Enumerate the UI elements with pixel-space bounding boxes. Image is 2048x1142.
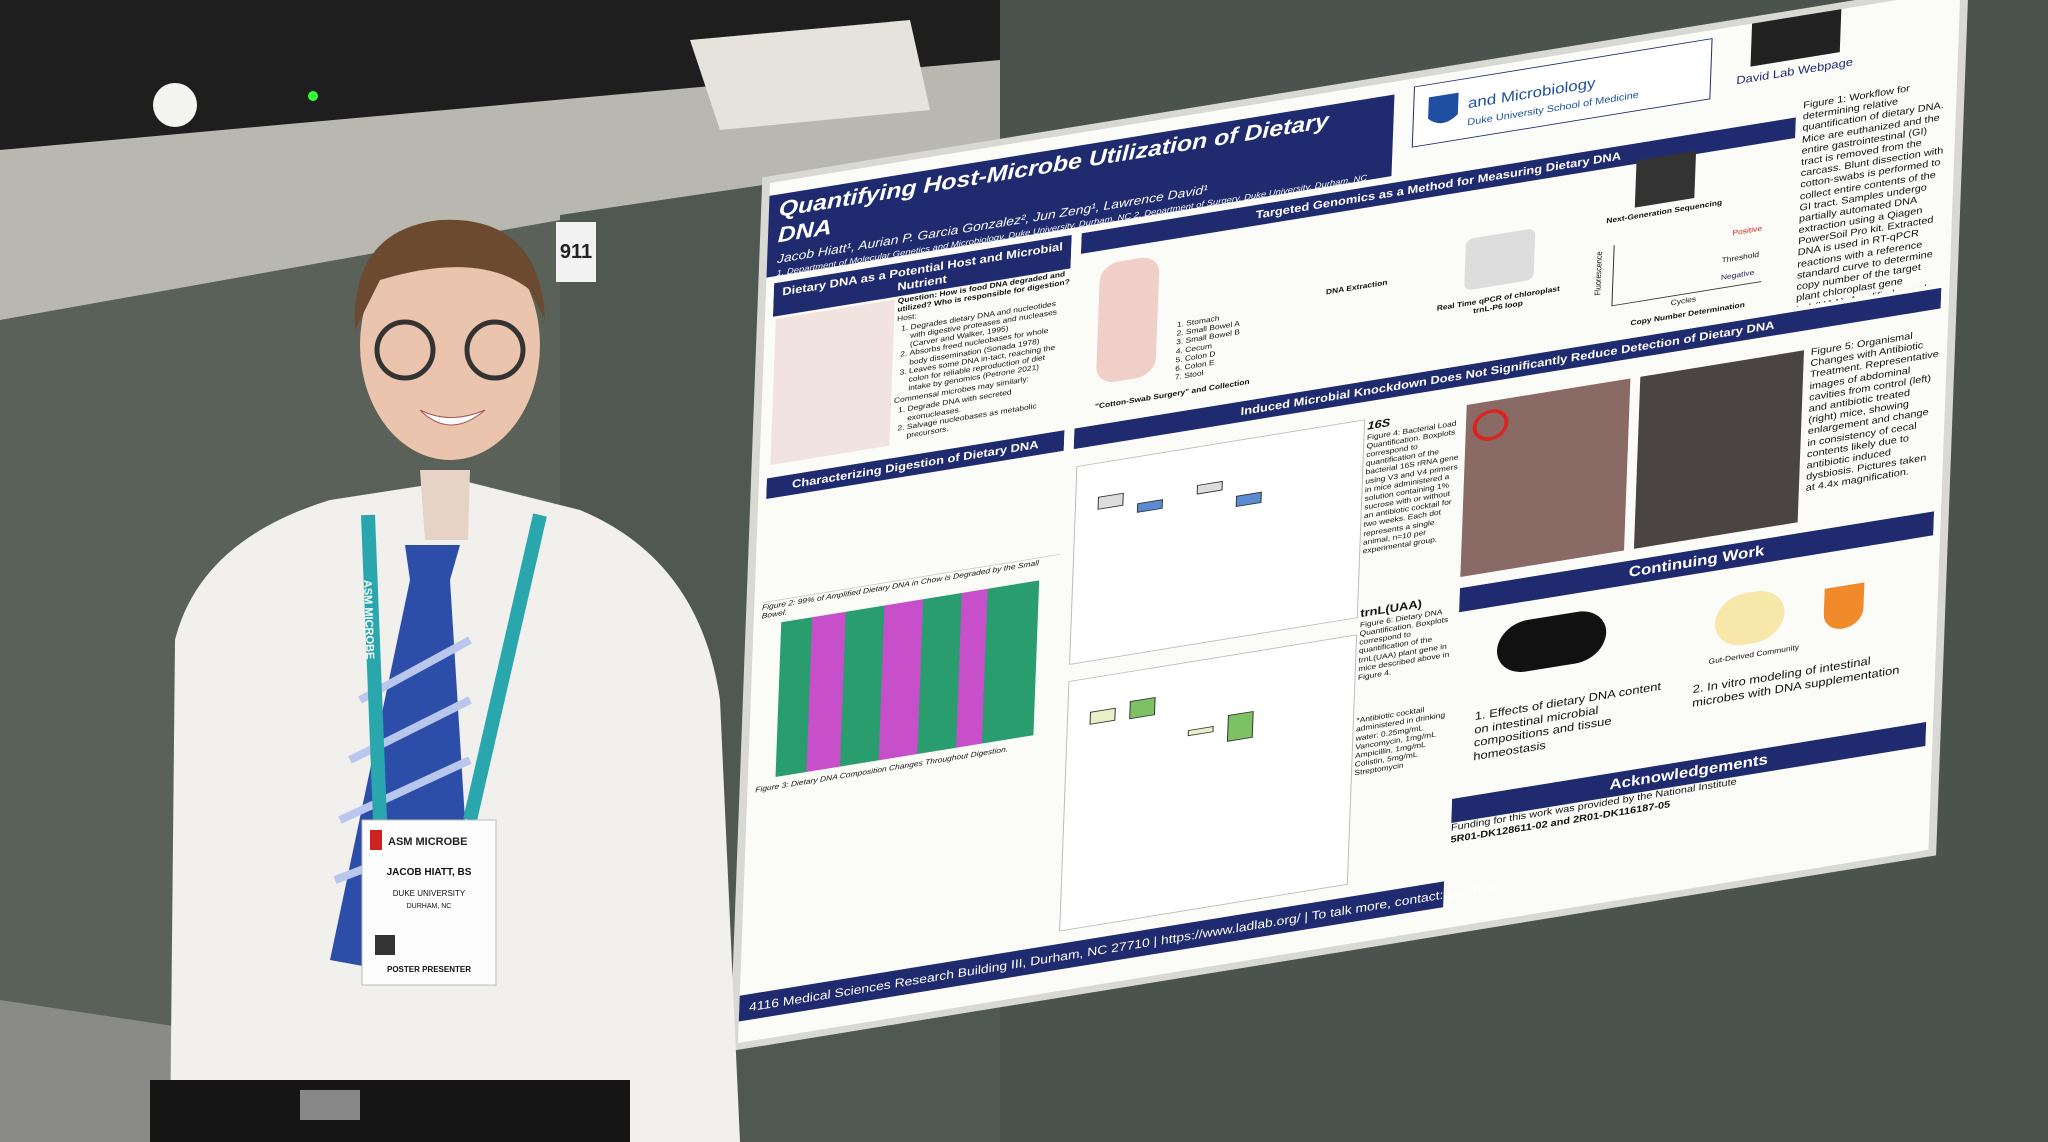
caption-text: Figure 5: Organismal Changes with Antibi… xyxy=(1805,330,1939,494)
badge xyxy=(361,819,497,986)
figure4-caption: Figure 4: Bacterial Load Quantification.… xyxy=(1362,418,1459,556)
antibiotic-photo xyxy=(1633,350,1805,549)
continuing-item: 1. Effects of dietary DNA content on int… xyxy=(1473,679,1662,763)
box-decor xyxy=(1089,480,1262,742)
footer-band xyxy=(738,881,1445,1022)
badge-affiliation: DUKE UNIVERSITY xyxy=(393,889,466,898)
boxplots-16s xyxy=(1069,419,1366,665)
logo-box xyxy=(1411,38,1713,148)
hair xyxy=(354,219,545,330)
person: ASM MICROBE ASM MICROBE JACOB HIATT, BS … xyxy=(150,219,740,1142)
poster: Quantifying Host-Microbe Utilization of … xyxy=(730,0,1969,1051)
booth-number: 911 xyxy=(560,241,592,263)
qr-code xyxy=(1750,9,1842,67)
qpcr-machine xyxy=(1464,228,1536,291)
cycles-label: Cycles xyxy=(1670,294,1697,307)
lanyard xyxy=(361,513,547,822)
belt-buckle xyxy=(300,1090,360,1120)
control-photo xyxy=(1460,378,1631,578)
smile xyxy=(419,409,486,426)
booth-sign xyxy=(556,222,596,282)
neck xyxy=(420,470,470,540)
sites: 1. Stomach 2. Small Bowel A 3. Small Bowel… xyxy=(1175,298,1316,382)
badge-name: JACOB HIATT, BS xyxy=(387,867,472,878)
glasses-lens xyxy=(464,319,526,381)
badge-location: DURHAM, NC xyxy=(407,903,452,910)
glasses-lens xyxy=(374,319,436,381)
no-antibiotic-icon xyxy=(1472,409,1509,441)
badge-qr xyxy=(375,935,395,955)
flask-illustration xyxy=(1823,582,1865,632)
gut-illustration xyxy=(770,299,895,466)
tie-stripes xyxy=(333,636,472,884)
badge-event: ASM MICROBE xyxy=(388,836,467,848)
extraction-label: DNA Extraction xyxy=(1325,277,1388,297)
lanyard-text: ASM MICROBE xyxy=(361,580,376,660)
digestion-section: Characterizing Digestion of Dietary DNA … xyxy=(755,430,1065,794)
face xyxy=(360,230,540,460)
asm-logo xyxy=(370,830,382,850)
trousers xyxy=(150,1080,630,1142)
fluorescence-label: Fluorescence xyxy=(1592,250,1605,297)
gi-tract xyxy=(1095,254,1160,385)
figure5-caption: Figure 5: Organismal Changes with Antibi… xyxy=(1805,330,1939,494)
figure1-caption: Figure 1: Workflow for determining relat… xyxy=(1795,83,1944,308)
boxplots-trnl xyxy=(1059,634,1358,932)
mouse-illustration xyxy=(1496,607,1608,677)
title-banner xyxy=(766,94,1395,278)
sequencer xyxy=(1634,150,1697,208)
back-wall xyxy=(0,60,1000,330)
community-label: Gut-Derived Community xyxy=(1708,642,1800,666)
duke-shield xyxy=(1428,92,1459,124)
qpcr-label: Real Time qPCR of chloroplast trnL-P6 lo… xyxy=(1436,283,1561,316)
column xyxy=(690,20,930,130)
badge-role: POSTER PRESENTER xyxy=(387,965,471,974)
cocktail-note: *Antibiotic cocktail administered in dri… xyxy=(1354,705,1446,778)
community-illustration xyxy=(1714,586,1786,650)
knockdown-captions: 16S Figure 4: Bacterial Load Quantificat… xyxy=(1354,416,1459,778)
caption-text: Figure 1: Workflow for determining relat… xyxy=(1795,83,1944,308)
light xyxy=(153,83,197,127)
indicator-light xyxy=(308,91,318,101)
